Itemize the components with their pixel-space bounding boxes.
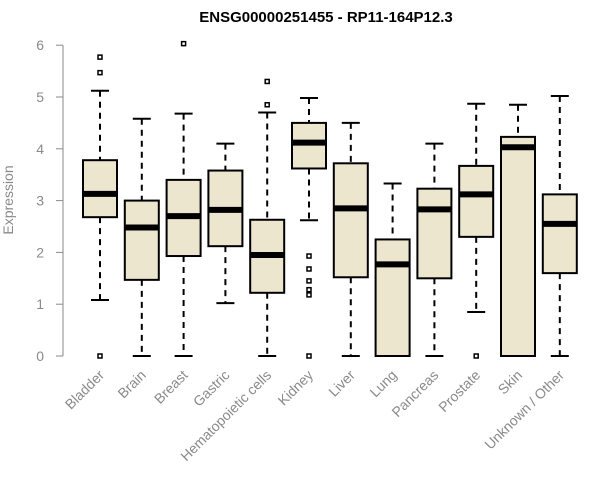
box-iqr <box>458 164 495 238</box>
box-lung <box>374 182 411 357</box>
box-prostate <box>458 102 495 359</box>
box-iqr <box>541 193 578 275</box>
y-tick-label: 3 <box>36 193 44 209</box>
box-breast <box>165 40 202 357</box>
box-iqr <box>416 187 453 280</box>
outlier-point <box>264 102 270 108</box>
box-iqr <box>332 162 369 279</box>
box-skin <box>500 103 536 357</box>
x-tick-label: Brain <box>114 367 148 401</box>
x-tick-label: Lung <box>366 367 399 400</box>
outlier-point <box>306 278 312 284</box>
box-brain <box>123 117 160 357</box>
x-tick-label: Breast <box>151 367 191 407</box>
outlier-point <box>97 69 103 76</box>
outlier-point <box>97 353 103 359</box>
box-bladder <box>82 54 118 359</box>
outlier-point <box>306 353 312 359</box>
box-iqr <box>291 121 327 170</box>
box-gastric <box>207 142 244 305</box>
box-iqr <box>500 135 536 357</box>
box-hematopoietic-cells <box>249 78 286 357</box>
y-tick-label: 0 <box>36 348 44 364</box>
y-axis: 0 1 2 3 4 5 6 <box>36 37 64 364</box>
box-unknown-other <box>541 94 578 357</box>
y-axis-label: Expression <box>0 165 16 234</box>
box-iqr <box>374 238 411 357</box>
x-tick-label: Liver <box>325 367 358 400</box>
outlier-point <box>306 266 312 272</box>
x-tick-label: Skin <box>495 367 526 398</box>
y-tick-label: 4 <box>36 141 44 157</box>
outlier-point <box>264 78 270 85</box>
y-tick-label: 1 <box>36 296 44 312</box>
outlier-point <box>180 40 187 47</box>
y-tick-label: 2 <box>36 244 44 260</box>
outlier-point <box>473 353 479 359</box>
box-iqr <box>82 159 118 219</box>
outlier-point <box>306 286 312 293</box>
chart-title: ENSG00000251455 - RP11-164P12.3 <box>199 9 453 26</box>
boxplot-series <box>82 40 578 359</box>
box-liver <box>332 121 369 357</box>
box-iqr <box>123 199 160 281</box>
outlier-point <box>97 54 103 60</box>
x-tick-label: Kidney <box>275 367 317 409</box>
outlier-point <box>306 292 312 298</box>
x-tick-label: Prostate <box>435 367 483 415</box>
outlier-point <box>306 253 312 259</box>
y-tick-label: 5 <box>36 89 44 105</box>
y-tick-label: 6 <box>36 37 44 53</box>
x-tick-label: Bladder <box>62 367 108 413</box>
box-kidney <box>291 97 327 359</box>
box-pancreas <box>416 142 453 357</box>
x-tick-label: Unknown / Other <box>481 367 567 453</box>
